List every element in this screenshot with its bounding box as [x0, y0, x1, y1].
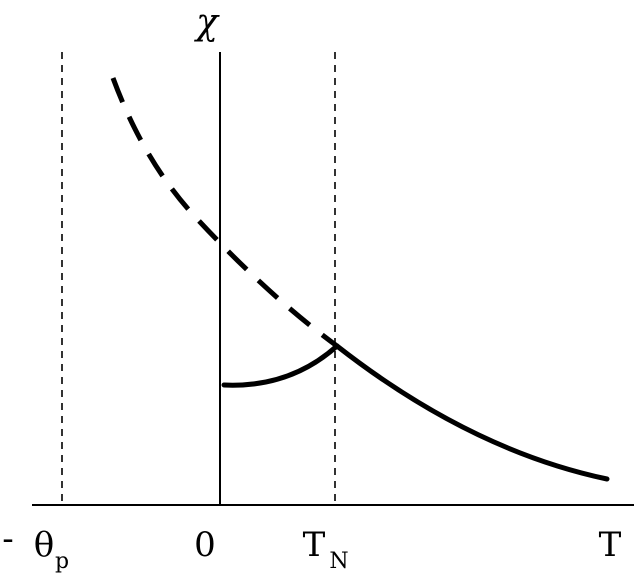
tn-label: T — [303, 525, 326, 565]
paramagnetic-curve — [334, 343, 610, 482]
tn-subscript-label: N — [329, 549, 348, 574]
t-label: T — [599, 525, 622, 565]
curie-weiss-extrapolation-curve — [110, 77, 339, 349]
chi-label: χ — [193, 2, 220, 43]
ordered-phase-curve — [221, 343, 340, 388]
minus-sign-label: - — [2, 519, 14, 559]
theta-label: θ — [34, 525, 54, 565]
zero-label: 0 — [194, 525, 216, 565]
theta-subscript-label: p — [55, 549, 69, 574]
